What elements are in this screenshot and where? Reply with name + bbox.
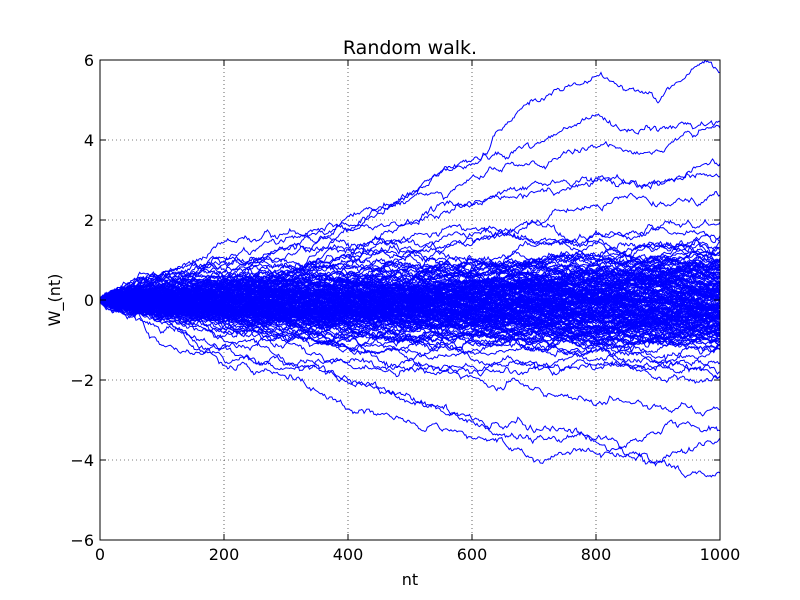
y-tick-label: 2 (84, 211, 94, 230)
walk-line (100, 264, 720, 306)
walk-line (100, 285, 720, 325)
walk-line (100, 297, 720, 374)
walk-line (100, 298, 720, 361)
x-tick-label: 200 (209, 545, 240, 564)
x-tick-label: 800 (581, 545, 612, 564)
ticks: 0 200 400 600 800 1000 −6 −4 −2 0 2 4 6 (70, 51, 740, 564)
walk-line (100, 250, 720, 302)
y-tick-label: −6 (70, 531, 94, 550)
walk-line (100, 279, 720, 314)
walk-line (100, 262, 720, 309)
walk-line (100, 172, 720, 301)
y-axis-label: W_(nt) (45, 274, 65, 327)
walk-line (100, 272, 720, 333)
y-tick-label: 6 (84, 51, 94, 70)
walk-line (100, 292, 720, 328)
chart-title: Random walk. (343, 37, 477, 59)
x-tick-label: 0 (95, 545, 105, 564)
walk-line (100, 219, 720, 302)
series-group (100, 60, 720, 479)
walk-line (100, 60, 720, 301)
y-tick-label: 0 (84, 291, 94, 310)
walk-line (100, 299, 720, 467)
y-tick-label: −2 (70, 371, 94, 390)
walk-line (100, 299, 720, 417)
x-tick-label: 600 (457, 545, 488, 564)
x-tick-label: 1000 (700, 545, 741, 564)
walk-line (100, 299, 720, 385)
walk-line (100, 290, 720, 347)
walk-line (100, 299, 720, 479)
walk-line (100, 276, 720, 308)
walk-line (100, 244, 720, 302)
x-tick-label: 400 (333, 545, 364, 564)
y-tick-label: −4 (70, 451, 94, 470)
walk-line (100, 231, 720, 302)
walk-line (100, 299, 720, 453)
x-axis-label: nt (402, 570, 418, 589)
walk-line (100, 287, 720, 351)
y-tick-label: 4 (84, 131, 94, 150)
walk-line (100, 257, 720, 301)
